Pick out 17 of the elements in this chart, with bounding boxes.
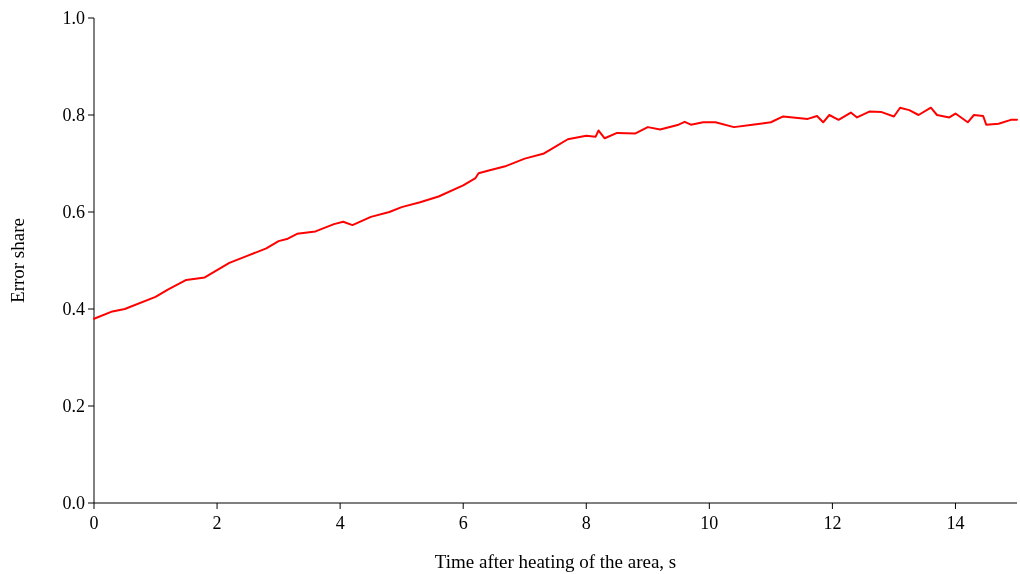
x-tick-label: 10 [700, 513, 719, 533]
y-tick-label: 0.6 [62, 202, 85, 223]
x-tick-label: 6 [458, 513, 468, 533]
x-axis-title: Time after heating of the area, s [434, 551, 677, 572]
y-tick-label: 0.8 [62, 105, 85, 126]
x-tick-label: 14 [946, 513, 965, 533]
y-tick-label: 0.2 [62, 396, 85, 417]
x-tick-label: 12 [823, 513, 842, 533]
line-series [93, 106, 1018, 320]
x-tick-label: 4 [335, 513, 345, 533]
y-axis-title: Error share [7, 218, 28, 303]
x-tick-label: 2 [212, 513, 222, 533]
x-tick-label: 8 [581, 513, 591, 533]
x-tick-label: 0 [89, 513, 99, 533]
y-tick-label: 0.4 [62, 299, 85, 320]
y-tick-label: 1.0 [62, 8, 85, 29]
y-tick-label: 0.0 [62, 493, 85, 514]
